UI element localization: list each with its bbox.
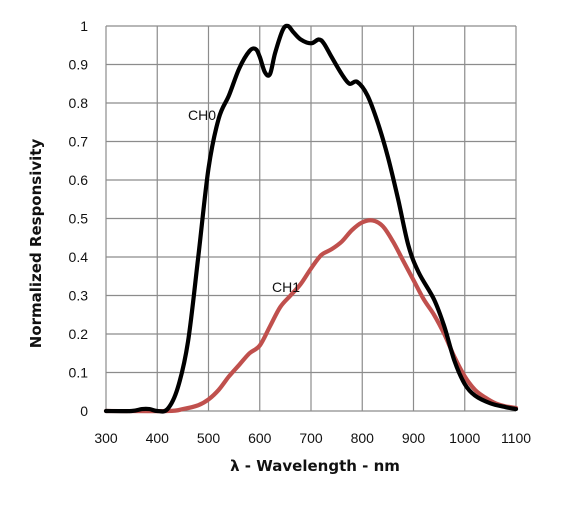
y-tick-labels: 0 0.1 0.2 0.3 0.4 0.5 0.6 0.7 0.8 0.9 1: [69, 18, 89, 419]
y-tick-label: 0.9: [69, 57, 89, 73]
x-tick-label: 700: [299, 430, 323, 446]
x-tick-label: 500: [197, 430, 221, 446]
series-label-ch1: CH1: [272, 279, 300, 295]
y-tick-label: 0.5: [69, 211, 89, 227]
y-tick-label: 0.8: [69, 95, 89, 111]
y-tick-label: 0.7: [69, 134, 89, 150]
x-tick-label: 900: [402, 430, 426, 446]
x-tick-label: 1100: [501, 430, 531, 446]
x-tick-label: 800: [351, 430, 375, 446]
y-tick-label: 0.2: [69, 326, 89, 342]
x-tick-label: 400: [146, 430, 170, 446]
y-tick-label: 0.6: [69, 172, 89, 188]
y-tick-label: 0: [80, 403, 88, 419]
x-tick-label: 300: [94, 430, 118, 446]
y-axis-title: Normalized Responsivity: [27, 139, 45, 349]
x-tick-label: 600: [248, 430, 272, 446]
series-line-ch0: [103, 23, 519, 414]
y-tick-label: 0.3: [69, 288, 89, 304]
y-tick-label: 1: [80, 18, 88, 34]
series-labels: CH0 CH1: [188, 107, 300, 295]
series-lines: [103, 23, 519, 414]
x-axis-title: λ - Wavelength - nm: [230, 457, 400, 475]
x-tick-label: 1000: [449, 430, 480, 446]
y-tick-label: 0.4: [69, 249, 89, 265]
series-label-ch0: CH0: [188, 107, 216, 123]
y-tick-label: 0.1: [69, 365, 89, 381]
x-tick-labels: 300 400 500 600 700 800 900 1000 1100: [94, 430, 531, 446]
